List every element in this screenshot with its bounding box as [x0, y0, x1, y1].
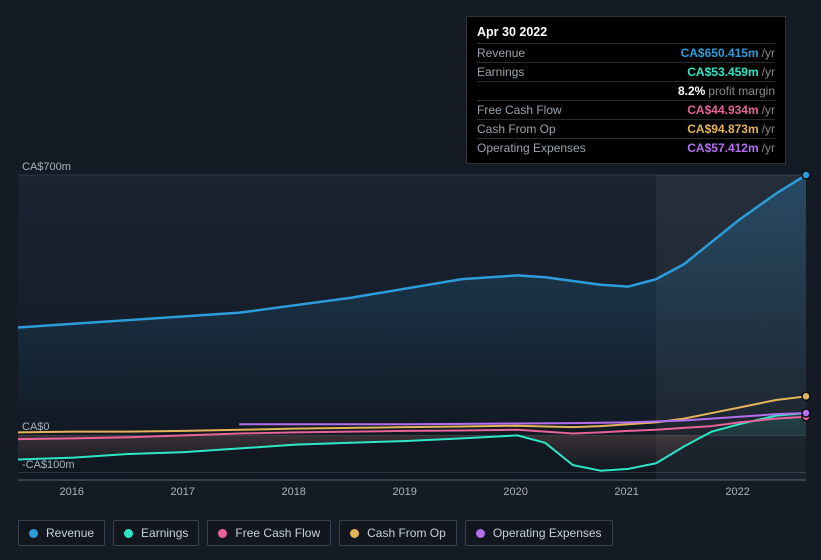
legend-label: Revenue	[46, 526, 94, 540]
y-axis-tick-label: CA$700m	[22, 161, 71, 173]
tooltip-row: 8.2%profit margin	[477, 81, 775, 100]
tooltip-row-value: CA$94.873m/yr	[687, 122, 775, 136]
x-axis-tick-label: 2020	[503, 486, 527, 498]
legend-label: Free Cash Flow	[235, 526, 320, 540]
x-axis-tick-label: 2018	[281, 486, 305, 498]
legend-item[interactable]: Free Cash Flow	[207, 520, 331, 546]
tooltip-row: Free Cash Flow CA$44.934m/yr	[477, 100, 775, 119]
x-axis-tick-label: 2016	[59, 486, 83, 498]
legend-swatch	[218, 529, 227, 538]
x-axis-tick-label: 2017	[170, 486, 194, 498]
legend-label: Cash From Op	[367, 526, 446, 540]
tooltip-row-label: Operating Expenses	[477, 141, 586, 155]
y-axis-tick-label: CA$0	[22, 421, 50, 433]
tooltip-row-value: CA$53.459m/yr	[687, 65, 775, 79]
legend-item[interactable]: Revenue	[18, 520, 105, 546]
tooltip-date: Apr 30 2022	[477, 25, 775, 39]
legend-item[interactable]: Operating Expenses	[465, 520, 613, 546]
tooltip-row-label: Free Cash Flow	[477, 103, 562, 117]
tooltip-row-label: Earnings	[477, 65, 524, 79]
chart-legend: Revenue Earnings Free Cash Flow Cash From O…	[18, 520, 613, 546]
tooltip-row-value: 8.2%profit margin	[678, 84, 775, 98]
x-axis-tick-label: 2019	[392, 486, 416, 498]
tooltip-row-label: Cash From Op	[477, 122, 556, 136]
legend-swatch	[350, 529, 359, 538]
tooltip-row: Operating Expenses CA$57.412m/yr	[477, 138, 775, 157]
y-axis-tick-label: -CA$100m	[22, 459, 75, 471]
tooltip-row: Revenue CA$650.415m/yr	[477, 43, 775, 62]
tooltip-row-label: Revenue	[477, 46, 525, 60]
tooltip-row-value: CA$650.415m/yr	[681, 46, 775, 60]
legend-label: Operating Expenses	[493, 526, 602, 540]
legend-item[interactable]: Cash From Op	[339, 520, 457, 546]
tooltip-row: Cash From Op CA$94.873m/yr	[477, 119, 775, 138]
legend-item[interactable]: Earnings	[113, 520, 199, 546]
legend-label: Earnings	[141, 526, 188, 540]
tooltip-row: Earnings CA$53.459m/yr	[477, 62, 775, 81]
tooltip-row-value: CA$57.412m/yr	[687, 141, 775, 155]
legend-swatch	[124, 529, 133, 538]
x-axis-tick-label: 2021	[614, 486, 638, 498]
legend-swatch	[29, 529, 38, 538]
tooltip-row-value: CA$44.934m/yr	[687, 103, 775, 117]
legend-swatch	[476, 529, 485, 538]
x-axis-tick-label: 2022	[725, 486, 749, 498]
chart-tooltip: Apr 30 2022 Revenue CA$650.415m/yr Earning…	[466, 16, 786, 164]
